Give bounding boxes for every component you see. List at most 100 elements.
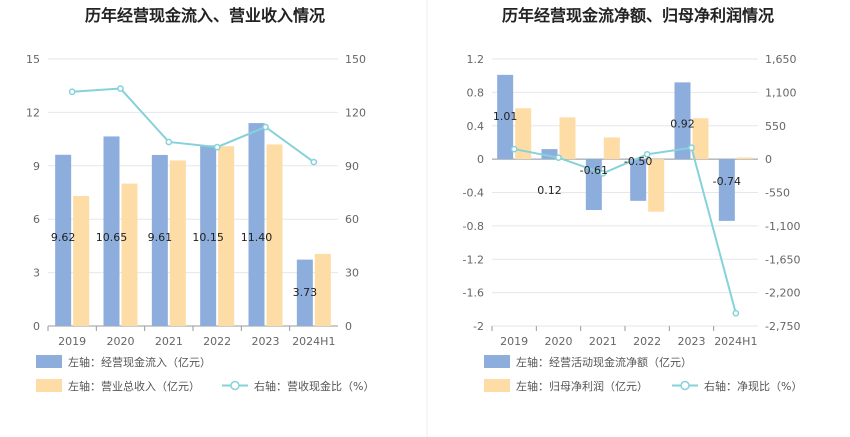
bar-primary [103,136,120,326]
bar-primary [151,154,168,326]
bar-secondary [515,108,532,160]
left-tick-label: 0 [33,320,40,333]
bar-primary [200,145,217,326]
bar-primary [541,149,558,160]
bar-secondary [559,117,576,160]
legend: 左轴：经营现金流入（亿元） 左轴：营业总收入（亿元） 右轴：营收现金比（%） [36,355,374,393]
left-tick-label: 15 [26,53,40,66]
bar-primary [630,159,647,201]
data-labels: 1.01 0.12 -0.61 -0.50 0.92 -0.74 [493,110,741,197]
x-tick-label: 2019 [500,335,528,348]
x-tick-label: 2021 [155,335,183,348]
bar-primary [497,74,514,160]
x-tick-label: 2023 [252,335,280,348]
left-axis-ticks: 1.2 0.8 0.4 0 -0.4 -0.8 -1.2 -1.6 -2 [463,53,484,333]
legend-swatch [484,355,510,368]
data-label: 3.73 [293,286,318,299]
right-tick-label: -1,650 [765,253,800,266]
right-tick-label: -2,200 [765,287,800,300]
legend-swatch [36,355,62,368]
left-axis-ticks: 0 3 6 9 12 15 [26,53,40,333]
bar-secondary [692,118,709,160]
data-label: -0.74 [713,175,741,188]
legend-swatch-point [680,380,690,391]
data-label: 1.01 [493,110,518,123]
bar-secondary [73,196,90,326]
left-tick-label: 9 [33,160,40,173]
grid-lines [492,58,758,327]
ratio-point [117,85,124,92]
data-label: 0.92 [670,117,695,130]
ratio-polyline [513,146,737,314]
legend-label: 左轴：经营活动现金流净额（亿元） [516,355,692,369]
right-tick-label: 90 [345,160,359,173]
net-cashflow-netprofit-chart: 历年经营现金流净额、归母净利润情况 1.2 0.8 0.4 0 -0.4 -0.8 -1.2… [463,6,803,393]
legend: 左轴：经营活动现金流净额（亿元） 左轴：归母净利润（亿元） 右轴：净现比（%） [484,355,802,393]
ratio-point [643,150,651,158]
bar-secondary [169,160,186,326]
data-label: -0.61 [580,164,608,177]
right-tick-label: 1,100 [765,86,797,99]
x-tick-label: 2024H1 [292,335,335,348]
ratio-line [510,144,740,317]
right-axis-ticks: 1,650 1,100 550 0 -550 -1,100 -1,650 -2,200 -2,7… [765,53,800,333]
left-tick-label: -0.8 [463,220,484,233]
bar-secondary [648,159,665,212]
ratio-point [510,145,518,153]
legend-swatch [36,379,62,392]
category-ticks: 2019 2020 2021 2022 2023 2024H1 [491,326,757,348]
x-tick-label: 2024H1 [714,335,757,348]
x-tick-label: 2022 [203,335,231,348]
bar-secondary [314,253,331,326]
bars [497,74,753,221]
right-tick-label: 1,650 [765,53,797,66]
right-tick-label: 150 [345,53,366,66]
legend-swatch [484,379,510,392]
left-tick-label: 0.8 [467,86,485,99]
bar-secondary [218,146,235,326]
x-tick-label: 2019 [58,335,86,348]
bars [55,123,331,326]
right-tick-label: -550 [765,187,790,200]
data-label: 9.62 [51,231,76,244]
bar-secondary [266,144,283,326]
chart-title: 历年经营现金流入、营业收入情况 [85,6,325,25]
right-tick-label: 0 [765,153,772,166]
ratio-point [732,309,740,317]
ratio-point [599,170,607,177]
left-tick-label: 6 [33,213,40,226]
left-tick-label: -0.4 [463,187,484,200]
left-tick-label: 12 [26,106,40,119]
ratio-point [213,143,221,151]
left-tick-label: 0 [477,153,484,166]
legend-label: 右轴：净现比（%） [704,379,802,393]
ratio-line [68,85,318,166]
right-tick-label: 0 [345,320,352,333]
data-label: 11.40 [241,231,273,244]
right-tick-label: 120 [345,106,366,119]
data-labels: 9.62 10.65 9.61 10.15 11.40 3.73 [51,231,317,299]
ratio-point [310,158,318,166]
bar-primary [296,259,313,326]
left-tick-label: -2 [473,320,484,333]
ratio-point [688,144,695,152]
ratio-point [555,154,562,162]
bar-secondary [603,137,620,160]
x-tick-label: 2022 [633,335,661,348]
left-tick-label: -1.6 [463,287,484,300]
right-tick-label: 60 [345,213,359,226]
bar-primary [674,82,691,160]
data-label: 10.65 [96,231,128,244]
x-tick-label: 2021 [589,335,617,348]
cash-inflow-revenue-chart: 历年经营现金流入、营业收入情况 0 3 6 9 12 15 0 30 60 90 120 150 9… [26,6,374,393]
legend-label: 右轴：营收现金比（%） [254,379,374,393]
legend-label: 左轴：营业总收入（亿元） [68,379,200,393]
legend-label: 左轴：归母净利润（亿元） [516,379,648,393]
right-tick-label: 550 [765,120,786,133]
legend-label: 左轴：经营现金流入（亿元） [68,355,211,369]
left-tick-label: 0.4 [467,120,485,133]
right-tick-label: 30 [345,267,359,280]
data-label: 0.12 [537,184,562,197]
ratio-point [165,138,173,146]
